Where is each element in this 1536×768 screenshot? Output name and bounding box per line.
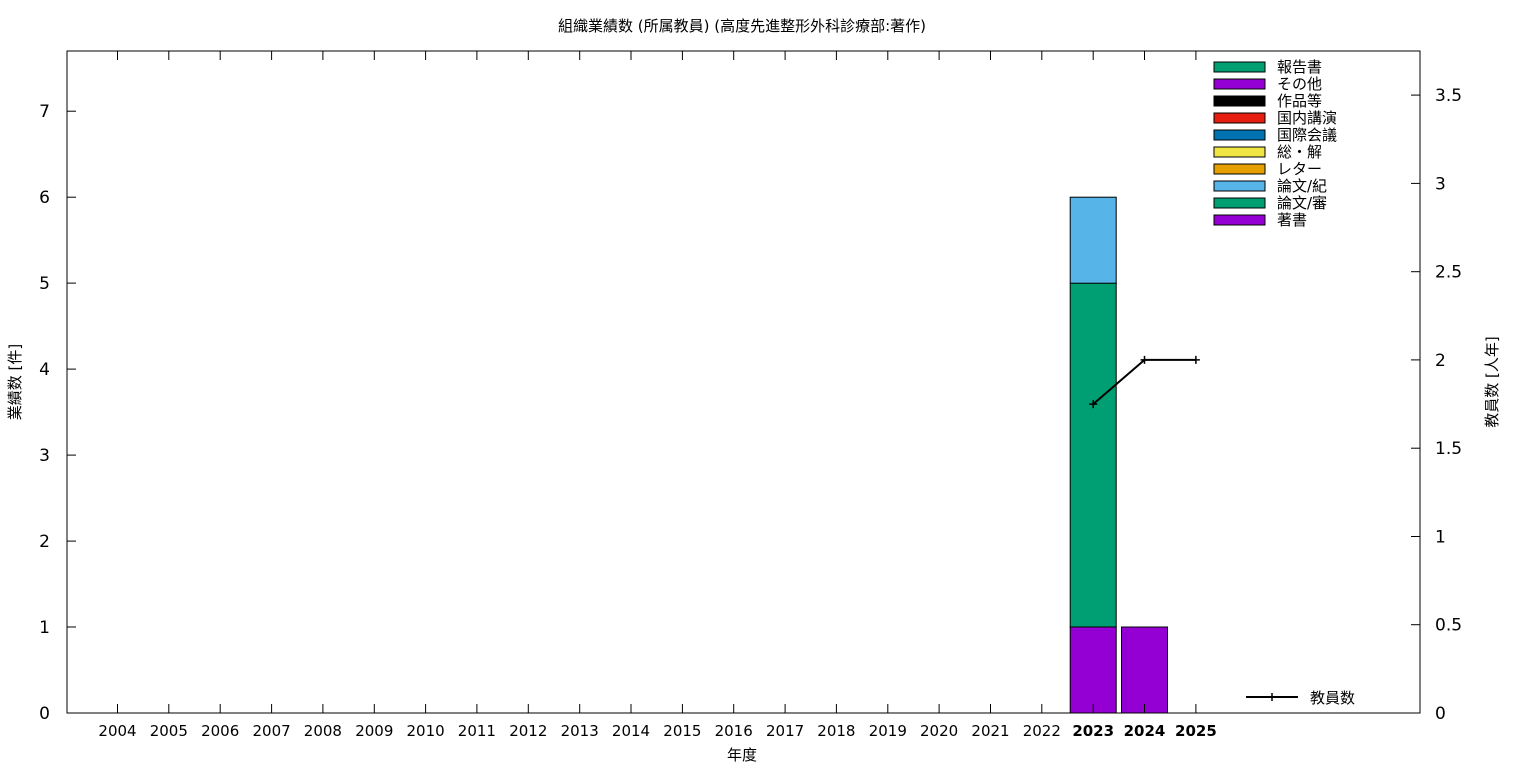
legend-swatch	[1213, 129, 1266, 141]
legend-swatch	[1213, 180, 1266, 192]
legend-label: 報告書	[1277, 58, 1322, 76]
legend-label: 国内講演	[1277, 109, 1337, 127]
legend-swatch	[1213, 163, 1266, 175]
bars-layer	[1069, 196, 1168, 714]
x-tick-label: 2019	[869, 722, 907, 740]
y2-tick-label: 1	[1435, 528, 1446, 548]
legend-swatch	[1213, 61, 1266, 73]
y-tick-label: 5	[39, 274, 50, 294]
line-legend: 教員数	[1246, 689, 1355, 707]
x-tick-label: 2023	[1072, 722, 1114, 740]
x-tick-label: 2021	[971, 722, 1009, 740]
line-legend-label: 教員数	[1310, 689, 1355, 707]
y2-tick-label: 2.5	[1435, 263, 1462, 283]
legend-label: レター	[1277, 160, 1322, 178]
legend-swatch	[1213, 146, 1266, 158]
y2-tick-label: 3	[1435, 174, 1446, 194]
y-tick-label: 0	[39, 704, 50, 724]
legend-swatch	[1213, 78, 1266, 90]
y2-tick-label: 0	[1435, 704, 1446, 724]
x-tick-label: 2011	[458, 722, 496, 740]
y2-axis-label: 教員数 [人年]	[1483, 336, 1501, 427]
x-tick-label: 2016	[715, 722, 753, 740]
y2-tick-labels: 0 0.5 1 1.5 2 2.5 3 3.5	[1435, 86, 1462, 724]
y-tick-label: 3	[39, 446, 50, 466]
chart-title: 組織業績数 (所属教員) (高度先進整形外科診療部:著作)	[558, 17, 926, 35]
x-tick-label: 2024	[1124, 722, 1166, 740]
y-axis-label: 業績数 [件]	[6, 344, 24, 420]
x-tick-label: 2006	[201, 722, 239, 740]
x-tick-labels: 2004 2005 2006 2007 2008 2009 2010 2011 2012 2013…	[98, 722, 1216, 740]
legend-label: 国際会議	[1277, 126, 1337, 144]
plot-frame	[66, 50, 1421, 714]
legend-swatch	[1213, 112, 1266, 124]
legend-label: 論文/紀	[1277, 177, 1327, 195]
x-tick-label: 2012	[509, 722, 547, 740]
faculty-line-layer	[1089, 355, 1200, 409]
bar-2023-論文/審	[1069, 282, 1117, 628]
legend-label: 作品等	[1277, 92, 1322, 110]
y-tick-label: 2	[39, 532, 50, 552]
y-tick-label: 1	[39, 618, 50, 638]
bar-2023-著書	[1069, 626, 1117, 714]
x-tick-label: 2022	[1023, 722, 1061, 740]
y-tick-label: 6	[39, 188, 50, 208]
y2-tick-label: 3.5	[1435, 86, 1462, 106]
x-tick-label: 2018	[817, 722, 855, 740]
y2-tick-label: 0.5	[1435, 616, 1462, 636]
x-tick-label: 2009	[355, 722, 393, 740]
y2-tick-label: 1.5	[1435, 439, 1462, 459]
y-tick-label: 7	[39, 102, 50, 122]
x-tick-label: 2007	[253, 722, 291, 740]
legend-swatch	[1213, 197, 1266, 209]
x-tick-label: 2010	[407, 722, 445, 740]
faculty-point	[1140, 355, 1149, 364]
x-axis-label: 年度	[727, 746, 757, 764]
legend-label: 論文/審	[1277, 194, 1327, 212]
legend-swatch	[1213, 95, 1266, 107]
x-tick-label: 2020	[920, 722, 958, 740]
faculty-point	[1089, 400, 1098, 409]
legend-swatch	[1213, 214, 1266, 226]
x-tick-label: 2005	[150, 722, 188, 740]
legend-label: 著書	[1277, 211, 1307, 229]
ticks-layer	[67, 51, 1420, 714]
bar-2024-著書	[1121, 626, 1168, 714]
faculty-point	[1191, 355, 1200, 364]
x-tick-label: 2025	[1175, 722, 1217, 740]
y2-tick-label: 2	[1435, 351, 1446, 371]
x-tick-label: 2004	[98, 722, 136, 740]
y-tick-label: 4	[39, 360, 50, 380]
x-tick-label: 2008	[304, 722, 342, 740]
legend-label: その他	[1277, 75, 1322, 93]
x-tick-label: 2015	[663, 722, 701, 740]
bar-2023-論文/紀	[1069, 196, 1117, 284]
x-tick-label: 2017	[766, 722, 804, 740]
legend-label: 総・解	[1277, 143, 1322, 161]
x-tick-label: 2014	[612, 722, 650, 740]
y-tick-labels: 0 1 2 3 4 5 6 7	[39, 102, 50, 724]
x-tick-label: 2013	[561, 722, 599, 740]
